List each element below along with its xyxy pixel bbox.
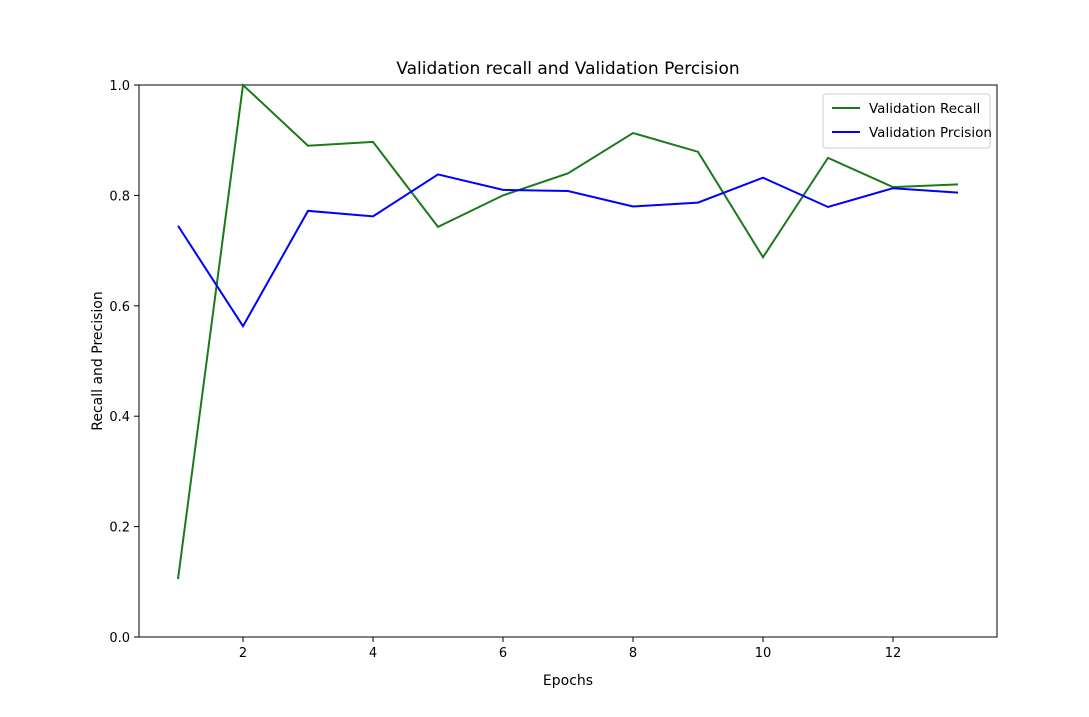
x-tick-label: 8 (629, 646, 637, 661)
x-tick-label: 4 (369, 646, 377, 661)
plot-frame (138, 84, 998, 638)
y-axis-label: Recall and Precision (90, 291, 106, 430)
chart-title: Validation recall and Validation Percisi… (396, 59, 739, 79)
legend-box (822, 93, 991, 149)
y-axis: 0.0 0.2 0.4 0.6 0.8 1.0 (109, 79, 139, 646)
legend: Validation Recall Validation Prcision (822, 93, 992, 149)
y-tick-label: 1.0 (109, 79, 130, 94)
x-tick-label: 10 (755, 646, 772, 661)
y-tick-label: 0.6 (109, 300, 130, 315)
y-tick-label: 0.8 (109, 189, 130, 204)
x-tick-label: 6 (499, 646, 507, 661)
y-tick-label: 0.0 (109, 631, 130, 646)
y-tick-label: 0.4 (109, 410, 130, 425)
series-layer (177, 82, 959, 580)
x-tick-label: 2 (239, 646, 247, 661)
y-tick-label: 0.2 (109, 521, 130, 536)
x-tick-label: 12 (885, 646, 902, 661)
x-axis-label: Epochs (543, 673, 593, 689)
legend-entry: Validation Recall (869, 101, 980, 117)
x-axis: 2 4 6 8 10 12 (239, 637, 901, 661)
legend-entry: Validation Prcision (869, 125, 992, 141)
